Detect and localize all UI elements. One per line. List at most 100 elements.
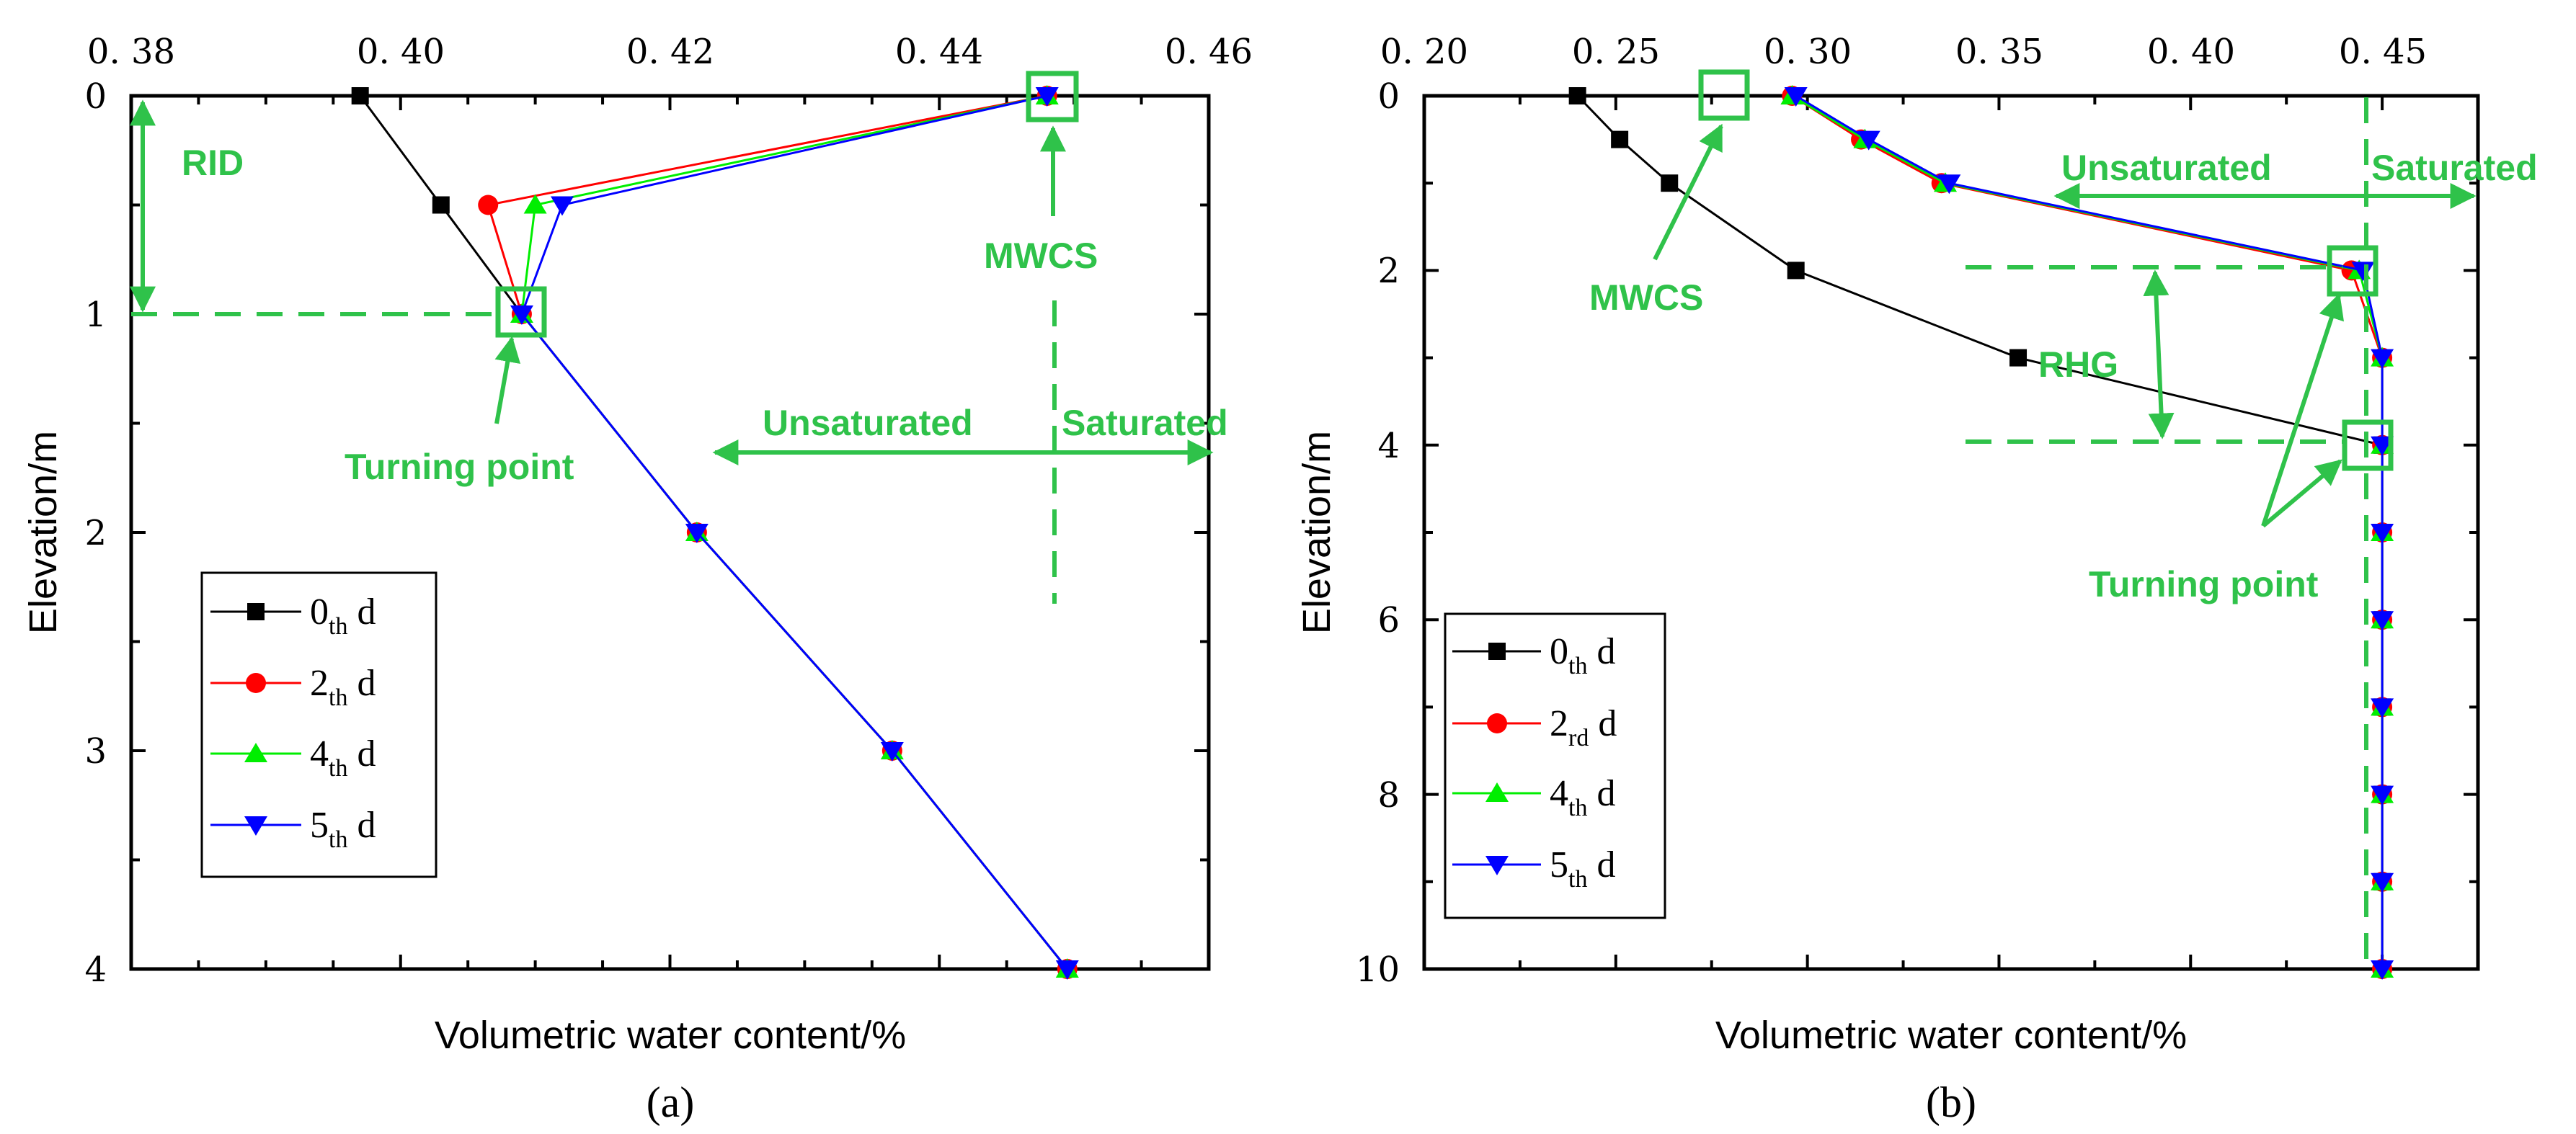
x-axis-label: Volumetric water content/%	[1715, 1014, 2187, 1057]
data-point	[1661, 174, 1679, 192]
data-point	[2371, 436, 2394, 456]
annotation-unsaturated-b: Unsaturated	[2061, 148, 2272, 188]
annotation-mwcs-a: MWCS	[984, 236, 1098, 276]
annotation-rhg: RHG	[2038, 344, 2118, 385]
data-point	[2351, 262, 2375, 282]
data-point	[2009, 349, 2028, 367]
turning-point-arrow	[494, 336, 521, 424]
y-tick-label: 0	[84, 76, 107, 117]
annotation-turning-point-a: Turning point	[345, 447, 574, 487]
data-point	[432, 196, 450, 214]
legend-marker-circle	[1487, 713, 1507, 733]
turning-point-box-b2	[2342, 419, 2394, 471]
data-point	[685, 524, 709, 543]
data-point	[351, 87, 369, 104]
legend-entry: 4th d	[1452, 773, 1615, 821]
data-point	[2371, 611, 2394, 631]
annotation-unsaturated-a: Unsaturated	[763, 403, 973, 443]
annotation-rid: RID	[182, 143, 244, 183]
legend-a: 0th d 2th d 4th d 5th d	[200, 571, 438, 878]
y-tick-label: 8	[1377, 775, 1400, 816]
annotation-mwcs-b: MWCS	[1589, 277, 1703, 318]
legend-marker-triangle-down	[244, 816, 267, 836]
data-point	[2371, 785, 2394, 805]
data-point	[2371, 698, 2394, 718]
legend-label: 5th d	[310, 805, 376, 853]
rhg-arrow	[2143, 269, 2175, 439]
series-line	[520, 94, 1068, 970]
data-point	[1035, 87, 1059, 107]
x-tick-label: 0. 42	[626, 32, 714, 72]
legend-marker-triangle-up	[244, 743, 267, 762]
legend-label: 0th d	[1550, 631, 1615, 679]
series-line	[487, 94, 1068, 970]
series-line	[520, 94, 1068, 970]
legend-label: 2th d	[310, 663, 376, 711]
series-line	[1576, 94, 2384, 969]
data-point	[551, 196, 574, 216]
legend-entry: 2th d	[210, 663, 376, 711]
y-tick-label: 1	[84, 295, 107, 335]
data-point	[2371, 960, 2394, 980]
x-tick-label: 0. 40	[357, 32, 445, 72]
annotation-saturated-a: Saturated	[1062, 403, 1228, 443]
x-tick-label: 0. 30	[1764, 32, 1852, 72]
legend-label: 0th d	[310, 591, 376, 640]
series-line	[1795, 94, 2384, 969]
y-axis-label: Elevation/m	[1295, 431, 1338, 634]
y-tick-label: 4	[1377, 426, 1400, 466]
x-axis-label: Volumetric water content/%	[435, 1014, 906, 1057]
mwcs-box	[1026, 71, 1079, 122]
legend-box-a	[200, 571, 438, 878]
legend-box-b	[1444, 612, 1666, 919]
annotation-turning-point-b: Turning point	[2089, 564, 2319, 604]
legend-marker-square	[247, 603, 265, 620]
y-tick-label: 4	[84, 950, 107, 990]
x-tick-label: 0. 40	[2147, 32, 2235, 72]
series-group	[1568, 85, 2394, 980]
data-point	[510, 305, 533, 325]
y-tick-label: 3	[84, 731, 107, 772]
legend-entry: 0th d	[210, 591, 376, 640]
series-line	[1791, 94, 2384, 969]
data-point	[523, 194, 547, 214]
x-tick-label: 0. 44	[895, 32, 983, 72]
x-tick-label: 0. 45	[2339, 32, 2427, 72]
legend-entry: 4th d	[210, 733, 376, 782]
series-line	[1791, 94, 2384, 969]
panel-label-b: (b)	[1926, 1079, 1976, 1126]
y-tick-label: 0	[1377, 76, 1400, 117]
legend-label: 4th d	[310, 733, 376, 782]
panel-label-a: (a)	[647, 1079, 695, 1126]
turning-point-box	[495, 286, 547, 338]
legend-marker-triangle-down	[1485, 856, 1509, 875]
legend-marker-square	[1488, 643, 1506, 660]
x-tick-label: 0. 35	[1955, 32, 2043, 72]
x-tick-label: 0. 25	[1572, 32, 1660, 72]
annotation-saturated-b: Saturated	[2371, 148, 2538, 188]
data-point	[1857, 130, 1880, 151]
chart-panel-b: 0. 20 0. 25 0. 30 0. 35 0. 40 0. 45 0 2 …	[1295, 32, 2538, 1126]
mwcs-arrow-b	[1653, 123, 1723, 261]
turning-point-arrow-b1	[2261, 293, 2345, 527]
legend-entry: 2rd d	[1452, 703, 1617, 751]
data-point	[1784, 87, 1808, 107]
legend-entry: 5th d	[210, 805, 376, 853]
annotations-a: RID Turning point MWCS Unsaturated Satur…	[130, 71, 1228, 604]
chart-panel-a: 0. 38 0. 40 0. 42 0. 44 0. 46 0 1 2 3 4 …	[22, 32, 1253, 1126]
y-axis-label: Elevation/m	[22, 431, 65, 634]
x-tick-label: 0. 38	[87, 32, 175, 72]
y-tick-label: 2	[1377, 251, 1400, 291]
legend-b: 0th d 2rd d 4th d 5th d	[1444, 612, 1666, 919]
data-point	[2371, 872, 2394, 893]
x-tick-label: 0. 20	[1380, 32, 1468, 72]
turning-point-arrow-b2	[2262, 459, 2342, 528]
legend-marker-circle	[246, 673, 266, 693]
legend-label: 2rd d	[1550, 703, 1617, 751]
legend-label: 4th d	[1550, 773, 1615, 821]
legend-entry: 5th d	[1452, 844, 1615, 893]
data-point	[1787, 262, 1805, 280]
data-point	[1055, 960, 1079, 980]
data-point	[1611, 130, 1629, 148]
